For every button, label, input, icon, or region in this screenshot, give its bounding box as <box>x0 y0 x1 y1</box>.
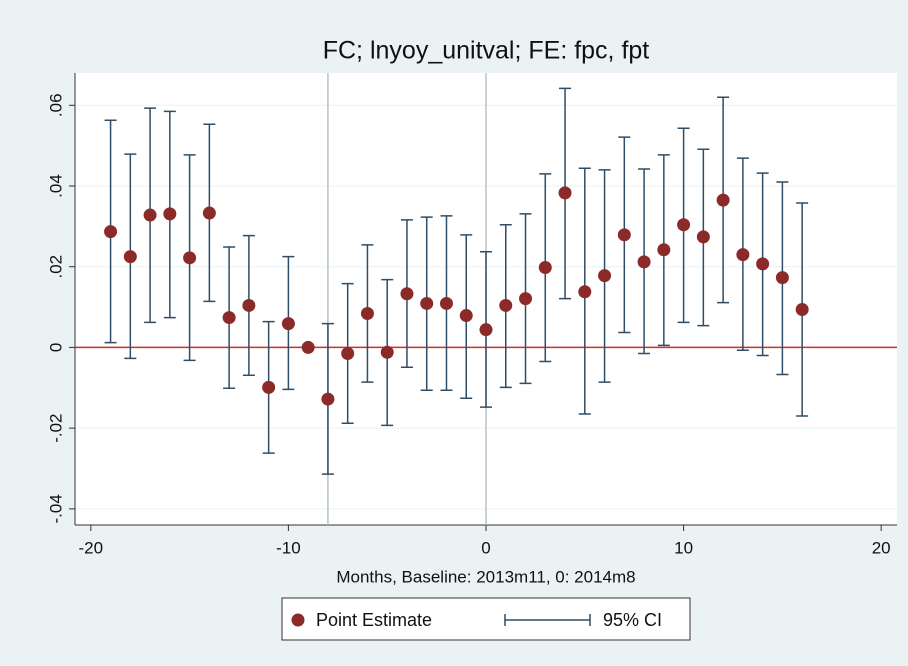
point <box>360 307 374 321</box>
legend-marker <box>504 614 591 626</box>
point <box>183 251 197 265</box>
point <box>736 248 750 262</box>
y-tick-label: -.02 <box>46 413 65 442</box>
point <box>281 317 295 331</box>
point <box>341 346 355 360</box>
point <box>242 298 256 312</box>
point <box>677 218 691 232</box>
point <box>696 230 710 244</box>
x-tick-label: 10 <box>674 538 693 557</box>
point <box>439 296 453 310</box>
point <box>104 225 118 239</box>
legend-label: Point Estimate <box>316 610 432 630</box>
point <box>499 298 513 312</box>
point <box>657 243 671 257</box>
point <box>578 285 592 299</box>
point <box>222 311 236 325</box>
point <box>262 380 276 394</box>
y-tick-label: .04 <box>46 174 65 198</box>
y-tick-label: .02 <box>46 255 65 279</box>
point <box>123 250 137 264</box>
point <box>163 207 177 221</box>
point <box>775 271 789 285</box>
y-tick-label: -.04 <box>46 494 65 523</box>
point <box>598 269 612 283</box>
point <box>558 186 572 200</box>
point <box>795 302 809 316</box>
x-tick-label: -10 <box>276 538 301 557</box>
legend <box>281 597 691 641</box>
point <box>143 208 157 222</box>
point <box>459 309 473 323</box>
point <box>479 323 493 337</box>
point <box>202 206 216 220</box>
point <box>538 261 552 275</box>
chart-title: FC; lnyoy_unitval; FE: fpc, fpt <box>323 37 650 65</box>
point <box>519 292 533 306</box>
x-tick-label: 0 <box>481 538 490 557</box>
y-tick-label: 0 <box>46 343 65 352</box>
point <box>321 392 335 406</box>
point <box>380 345 394 359</box>
legend-label: 95% CI <box>603 610 662 630</box>
legend-marker <box>291 613 305 627</box>
x-tick-label: 20 <box>872 538 891 557</box>
x-axis-label: Months, Baseline: 2013m11, 0: 2014m8 <box>336 567 635 586</box>
point <box>617 228 631 242</box>
point <box>400 287 414 301</box>
point <box>756 257 770 271</box>
y-tick-label: .06 <box>46 93 65 117</box>
point <box>301 340 315 354</box>
point <box>637 255 651 269</box>
x-tick-label: -20 <box>79 538 104 557</box>
point <box>716 193 730 207</box>
point <box>420 296 434 310</box>
